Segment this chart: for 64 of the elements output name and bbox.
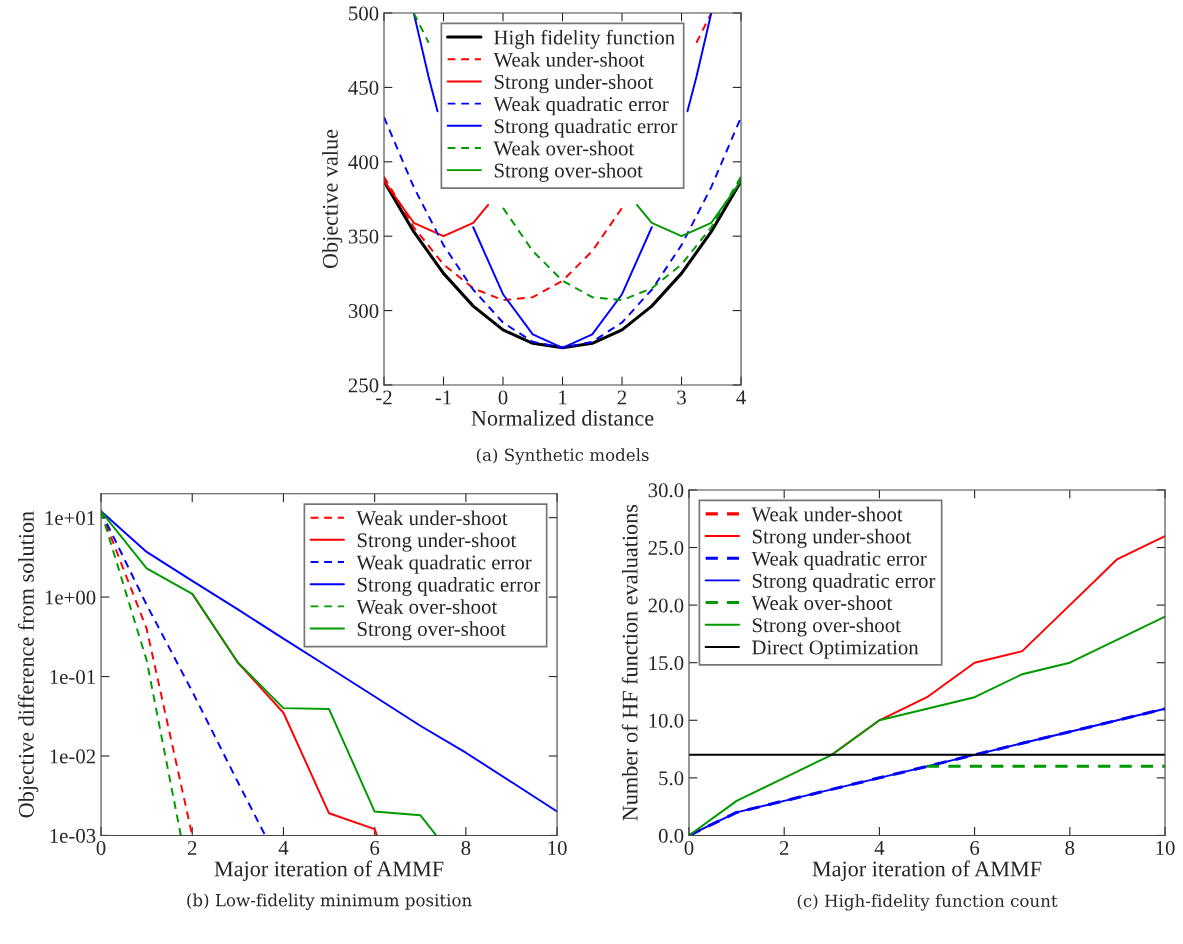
legend-label: Strong over-shoot (752, 617, 901, 637)
x-tick-label: 4 (278, 841, 289, 855)
legend-label: High fidelity function (494, 29, 675, 49)
legend-label: Weak quadratic error (493, 96, 669, 116)
y-tick-label: 300 (348, 303, 379, 319)
y-axis-title: Objective value (322, 129, 343, 269)
y-tick-label: 1e-01 (50, 669, 95, 684)
x-tick-label: 10 (548, 840, 567, 855)
legend-label: Weak over-shoot (356, 599, 498, 614)
legend-label: Weak under-shoot (493, 52, 645, 67)
y-tick-label: 400 (348, 155, 379, 170)
y-tick-label: 450 (348, 80, 379, 95)
legend-label: Weak over-shoot (493, 140, 635, 156)
x-tick-label: 2 (617, 390, 627, 405)
x-tick-label: 4 (736, 390, 746, 405)
legend-label: Weak over-shoot (751, 595, 893, 611)
x-tick-label: 8 (461, 840, 471, 855)
legend-label: Strong quadratic error (752, 573, 936, 593)
x-tick-label: 6 (970, 840, 980, 855)
y-axis-title: Number of HF function evaluations (621, 504, 638, 821)
y-tick-label: 0.0 (658, 828, 684, 843)
y-axis-title: Objective difference from solution (17, 511, 39, 818)
y-tick-label: 1e-03 (50, 828, 96, 843)
y-tick-label: 500 (349, 6, 379, 21)
x-axis-title: Major iteration of AMMF (214, 860, 444, 881)
legend-label: Weak under-shoot (751, 506, 903, 522)
y-tick-label: 1e-02 (50, 749, 96, 764)
legend-label: Weak under-shoot (356, 510, 508, 526)
legend-label: Strong under-shoot (494, 74, 654, 94)
y-tick-label: 25.0 (648, 540, 684, 556)
y-tick-label: 1e+01 (45, 511, 95, 526)
x-tick-label: 2 (187, 840, 197, 855)
x-axis-title: Major iteration of AMMF (812, 860, 1042, 881)
x-tick-label: 2 (779, 840, 789, 855)
x-tick-label: 6 (370, 840, 380, 855)
y-tick-label: 1e+00 (45, 590, 96, 605)
legend-label: Strong quadratic error (494, 118, 678, 138)
legend-label: Weak quadratic error (751, 551, 927, 570)
x-tick-label: 3 (677, 390, 686, 405)
x-tick-label: -1 (435, 390, 451, 405)
legend-label: Strong over-shoot (494, 162, 643, 182)
x-tick-label: 0 (684, 840, 694, 855)
y-tick-label: 10.0 (649, 713, 684, 728)
legend-label: Strong quadratic error (357, 577, 541, 596)
x-tick-label: 4 (874, 841, 885, 855)
y-tick-label: 5.0 (659, 771, 684, 786)
legend-label: Strong over-shoot (357, 621, 506, 641)
legend-label: Direct Optimization (752, 640, 919, 659)
y-tick-label: 20.0 (648, 598, 684, 613)
legend-label: Weak quadratic error (356, 554, 532, 574)
x-tick-label: 0 (498, 390, 508, 405)
text: (a) Synthetic models (476, 448, 649, 465)
legend-label: Strong under-shoot (357, 532, 517, 552)
legend-label: Strong under-shoot (752, 528, 912, 548)
y-tick-label: 350 (348, 229, 379, 244)
x-tick-label: 1 (559, 390, 567, 405)
text: (c) High-fidelity function count (797, 894, 1058, 911)
x-tick-label: 8 (1065, 840, 1075, 855)
x-axis-title: Normalized distance (471, 410, 654, 426)
text: (b) Low-fidelity minimum position (187, 893, 472, 910)
x-tick-label: 10 (1156, 840, 1175, 855)
x-tick-label: 0 (96, 840, 106, 855)
y-tick-label: 15.0 (649, 656, 684, 671)
y-tick-label: 30.0 (648, 483, 684, 498)
